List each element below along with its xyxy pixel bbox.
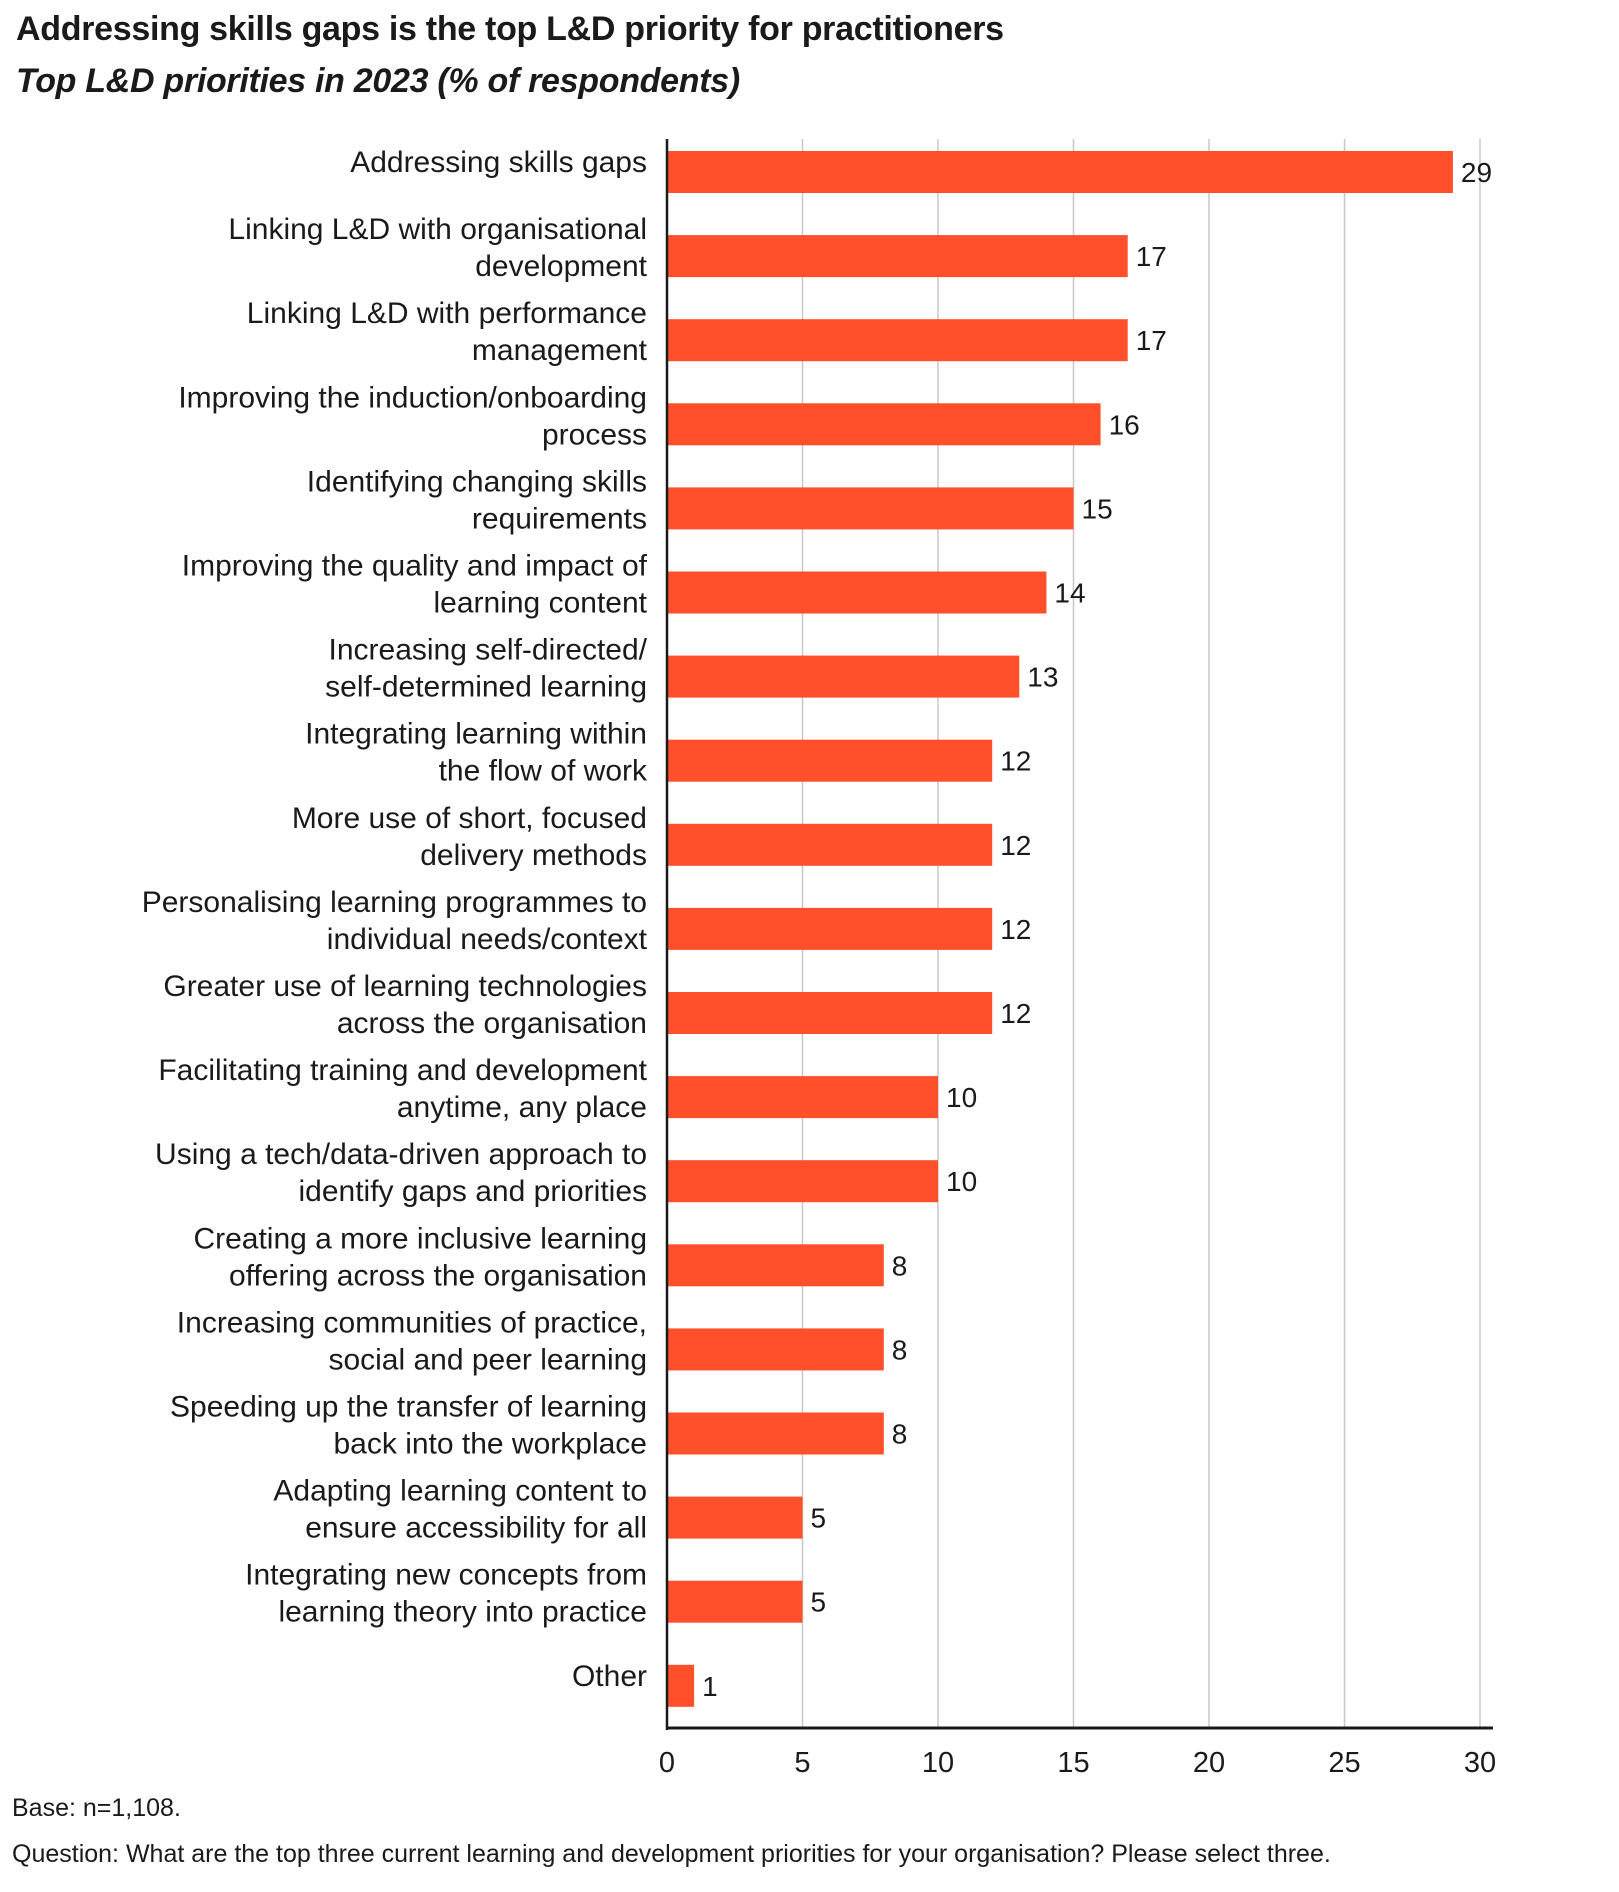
- category-label: learning content: [434, 587, 648, 620]
- bar: [667, 907, 993, 950]
- category-label: Facilitating training and development: [158, 1054, 647, 1087]
- category-label: Linking L&D with organisational: [228, 213, 647, 246]
- data-label: 8: [892, 1250, 908, 1281]
- category-label: Other: [572, 1660, 647, 1693]
- category-label: Improving the quality and impact of: [182, 550, 648, 583]
- category-label: Using a tech/data-driven approach to: [155, 1138, 647, 1171]
- data-label: 16: [1109, 409, 1140, 440]
- bar: [667, 1076, 938, 1119]
- category-label: Identifying changing skills: [307, 465, 647, 498]
- data-label: 5: [811, 1503, 827, 1534]
- data-label: 1: [702, 1671, 718, 1702]
- data-label: 12: [1000, 998, 1031, 1029]
- category-label: learning theory into practice: [278, 1596, 647, 1629]
- category-label: Adapting learning content to: [273, 1475, 647, 1508]
- x-tick-label: 5: [794, 1747, 810, 1779]
- category-label: process: [542, 418, 647, 451]
- category-label: development: [475, 250, 647, 283]
- base-note: Base: n=1,108.: [12, 1794, 181, 1822]
- data-label: 13: [1027, 662, 1058, 693]
- category-label: Personalising learning programmes to: [142, 886, 647, 919]
- category-label: management: [472, 334, 648, 367]
- bar: [667, 487, 1074, 530]
- category-label: offering across the organisation: [229, 1259, 647, 1292]
- category-label: anytime, any place: [397, 1091, 647, 1124]
- data-label: 17: [1136, 325, 1167, 356]
- chart-subtitle: Top L&D priorities in 2023 (% of respond…: [16, 62, 740, 100]
- bar: [667, 151, 1453, 193]
- category-label: self-determined learning: [325, 671, 647, 704]
- bar: [667, 403, 1101, 446]
- category-label: More use of short, focused: [292, 802, 647, 835]
- data-label: 10: [946, 1166, 977, 1197]
- data-label: 8: [892, 1334, 908, 1365]
- x-tick-label: 25: [1328, 1747, 1360, 1779]
- category-label: Increasing communities of practice,: [177, 1306, 647, 1339]
- bar: [667, 571, 1047, 614]
- x-tick-label: 15: [1057, 1747, 1089, 1779]
- bar: [667, 739, 993, 782]
- bar: [667, 655, 1020, 698]
- bar: [667, 1412, 884, 1455]
- bar: [667, 823, 993, 866]
- category-label: across the organisation: [337, 1007, 647, 1040]
- bar: [667, 1664, 695, 1707]
- x-tick-label: 30: [1464, 1747, 1496, 1779]
- chart-title: Addressing skills gaps is the top L&D pr…: [16, 10, 1004, 48]
- bar: [667, 1496, 803, 1539]
- category-label: requirements: [472, 502, 647, 535]
- category-label: Creating a more inclusive learning: [193, 1222, 647, 1255]
- bar: [667, 992, 993, 1034]
- bar: [667, 319, 1128, 362]
- category-label: Greater use of learning technologies: [163, 970, 647, 1003]
- category-label: delivery methods: [420, 839, 647, 872]
- category-label: Speeding up the transfer of learning: [170, 1391, 647, 1424]
- category-label: Addressing skills gaps: [350, 146, 647, 179]
- data-label: 12: [1000, 830, 1031, 861]
- data-label: 15: [1082, 493, 1113, 524]
- bar: [667, 1244, 884, 1287]
- category-label: Integrating new concepts from: [245, 1559, 647, 1592]
- data-label: 14: [1054, 578, 1085, 609]
- x-tick-label: 0: [659, 1747, 675, 1779]
- bar: [667, 1580, 803, 1623]
- category-label: Improving the induction/onboarding: [178, 381, 647, 414]
- category-label: social and peer learning: [328, 1343, 647, 1376]
- data-label: 12: [1000, 914, 1031, 945]
- category-label: individual needs/context: [327, 923, 648, 956]
- data-label: 5: [811, 1587, 827, 1618]
- question-note: Question: What are the top three current…: [12, 1840, 1331, 1868]
- category-label: ensure accessibility for all: [305, 1512, 647, 1545]
- category-label: identify gaps and priorities: [298, 1175, 647, 1208]
- category-label: Integrating learning within: [305, 718, 647, 751]
- bar: [667, 235, 1128, 278]
- data-label: 17: [1136, 241, 1167, 272]
- x-tick-label: 10: [922, 1747, 954, 1779]
- bar: [667, 1328, 884, 1371]
- data-label: 12: [1000, 746, 1031, 777]
- data-label: 8: [892, 1419, 908, 1450]
- category-label: the flow of work: [439, 755, 648, 788]
- category-label: Increasing self-directed/: [329, 634, 648, 667]
- data-label: 29: [1461, 157, 1492, 188]
- bar: [667, 1160, 938, 1203]
- category-label: back into the workplace: [333, 1428, 647, 1461]
- x-tick-label: 20: [1193, 1747, 1225, 1779]
- category-label: Linking L&D with performance: [247, 297, 647, 330]
- data-label: 10: [946, 1082, 977, 1113]
